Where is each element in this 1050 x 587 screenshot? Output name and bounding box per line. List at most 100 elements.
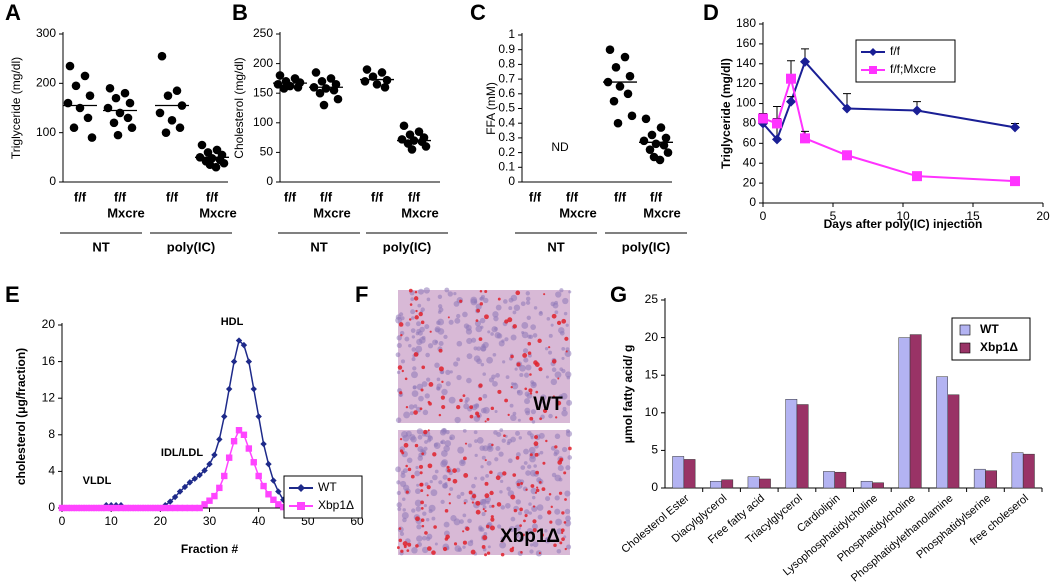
nucleus [486, 460, 492, 466]
nucleus [413, 404, 418, 409]
lipid-droplet [400, 549, 404, 553]
data-point [372, 80, 382, 89]
nucleus [514, 532, 520, 538]
marker [216, 436, 223, 443]
data-point [113, 130, 123, 140]
nucleus [395, 417, 402, 423]
nucleus [474, 320, 482, 327]
bar [747, 476, 760, 489]
data-point [368, 72, 378, 81]
x-axis-label: Fraction # [181, 542, 239, 556]
nucleus [480, 325, 484, 329]
group-label: NT [92, 239, 109, 254]
nucleus [505, 375, 510, 379]
nucleus [396, 502, 402, 508]
marker [191, 475, 198, 482]
lipid-droplet [408, 288, 413, 293]
lipid-droplet [513, 508, 518, 513]
data-point [377, 68, 387, 77]
nucleus [412, 366, 417, 371]
nucleus [415, 465, 419, 470]
marker [297, 502, 305, 510]
bar [909, 334, 922, 489]
marker [93, 504, 100, 512]
marker [166, 498, 174, 505]
lipid-droplet [481, 545, 486, 549]
lipid-droplet [403, 442, 409, 448]
lipid-droplet [542, 461, 546, 465]
nucleus [494, 331, 501, 339]
x-tick-label: 10 [896, 209, 910, 223]
lipid-droplet [421, 524, 425, 528]
marker [176, 504, 184, 512]
marker [912, 171, 922, 182]
lipid-droplet [427, 463, 433, 469]
lipid-droplet [438, 366, 444, 372]
nucleus [524, 407, 531, 414]
nucleus [454, 545, 462, 552]
lipid-droplet [564, 498, 567, 501]
x-tick-label: 10 [104, 514, 118, 528]
lipid-droplet [445, 534, 450, 540]
lipid-droplet [551, 359, 557, 364]
y-tick-label: 0.9 [498, 42, 515, 56]
nucleus [473, 430, 478, 435]
nucleus [529, 549, 534, 554]
lipid-droplet [413, 296, 419, 301]
lipid-droplet [398, 538, 403, 543]
nucleus [510, 414, 517, 422]
lipid-droplet [510, 494, 516, 500]
nucleus [402, 517, 407, 523]
marker [221, 472, 228, 480]
nucleus [473, 346, 478, 351]
marker [758, 113, 768, 124]
data-point [127, 123, 137, 133]
lipid-droplet [530, 484, 535, 488]
marker [250, 385, 257, 393]
panel-label: D [703, 0, 719, 25]
y-tick-label: 0.6 [498, 86, 515, 100]
nucleus [524, 509, 530, 515]
y-tick-label: 0.4 [498, 115, 515, 129]
nucleus [411, 390, 419, 397]
y-axis-label: Triglyceride (mg/dl) [9, 57, 23, 159]
nucleus [395, 352, 401, 358]
nucleus [550, 378, 558, 386]
lipid-droplet [447, 477, 451, 482]
nucleus [425, 352, 430, 358]
lipid-droplet [462, 394, 466, 398]
nucleus [550, 323, 554, 327]
lipid-droplet [438, 348, 443, 353]
nucleus [467, 518, 472, 524]
marker [250, 459, 257, 466]
nucleus [482, 393, 488, 399]
lipid-droplet [495, 475, 501, 481]
data-point [319, 100, 329, 110]
lipid-droplet [402, 541, 408, 547]
marker [132, 504, 139, 512]
marker [270, 477, 277, 484]
nucleus [523, 372, 530, 378]
y-tick-label: 100 [736, 96, 756, 110]
nucleus [444, 287, 450, 293]
nucleus [395, 466, 402, 473]
lipid-droplet [442, 546, 448, 552]
lipid-droplet [535, 390, 539, 394]
lipid-droplet [491, 504, 495, 508]
nucleus [396, 335, 402, 341]
lipid-droplet [533, 360, 538, 365]
lipid-droplet [486, 417, 490, 421]
lipid-droplet [484, 509, 487, 513]
nucleus [565, 429, 570, 434]
nucleus [466, 377, 472, 384]
nucleus [426, 533, 433, 540]
lipid-droplet [550, 505, 553, 509]
nucleus [412, 385, 417, 390]
data-point [615, 82, 625, 91]
nucleus [416, 428, 423, 435]
lipid-droplet [547, 510, 552, 515]
y-tick-label: 0 [651, 480, 658, 494]
nucleus [508, 306, 513, 311]
marker [137, 504, 144, 512]
nucleus [424, 440, 428, 444]
